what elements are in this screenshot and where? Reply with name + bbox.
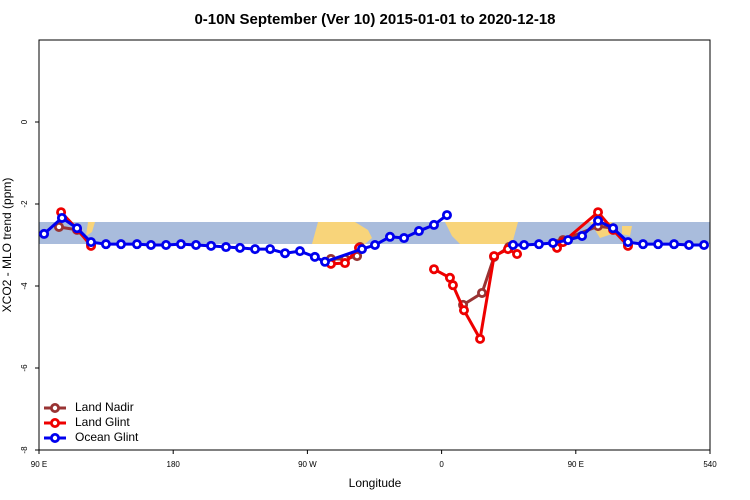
data-point bbox=[593, 215, 604, 226]
data-point bbox=[369, 239, 380, 250]
x-tick-label: 90 W bbox=[298, 460, 317, 469]
data-point bbox=[475, 333, 486, 344]
x-axis-label: Longitude bbox=[349, 476, 402, 490]
data-point bbox=[622, 237, 633, 248]
data-point bbox=[145, 239, 156, 250]
data-point bbox=[593, 207, 604, 218]
data-point bbox=[280, 248, 291, 259]
data-point bbox=[385, 231, 396, 242]
data-point bbox=[577, 230, 588, 241]
x-tick-label: 90 E bbox=[31, 460, 47, 469]
data-point bbox=[356, 244, 367, 255]
data-point bbox=[413, 226, 424, 237]
data-point bbox=[458, 305, 469, 316]
data-point bbox=[56, 212, 67, 223]
plot-frame bbox=[38, 39, 711, 451]
data-point bbox=[653, 239, 664, 250]
data-point bbox=[161, 239, 172, 250]
x-tick-label: 90 E bbox=[568, 460, 584, 469]
legend-label: Land Glint bbox=[75, 415, 130, 429]
data-point bbox=[294, 246, 305, 257]
data-point bbox=[39, 228, 50, 239]
data-point bbox=[116, 239, 127, 250]
data-point bbox=[53, 221, 64, 232]
legend-marker bbox=[50, 417, 61, 428]
y-tick-label: -2 bbox=[20, 200, 29, 208]
data-point bbox=[447, 280, 458, 291]
data-point bbox=[339, 258, 350, 269]
chart-title: 0-10N September (Ver 10) 2015-01-01 to 2… bbox=[194, 11, 555, 28]
data-point bbox=[220, 242, 231, 253]
data-point bbox=[489, 251, 500, 262]
data-point bbox=[86, 237, 97, 248]
y-tick-label: -6 bbox=[20, 364, 29, 372]
data-point bbox=[72, 223, 83, 234]
data-point bbox=[638, 239, 649, 250]
data-point bbox=[100, 239, 111, 250]
data-point bbox=[699, 239, 710, 250]
data-point bbox=[319, 256, 330, 267]
data-point bbox=[533, 239, 544, 250]
legend-marker bbox=[50, 432, 61, 443]
map-band bbox=[39, 222, 710, 244]
data-point bbox=[131, 239, 142, 250]
data-point bbox=[441, 210, 452, 221]
data-point bbox=[563, 235, 574, 246]
data-point bbox=[428, 219, 439, 230]
series-line bbox=[433, 247, 518, 344]
x-tick-label: 540 bbox=[703, 460, 717, 469]
y-axis-label: XCO2 - MLO trend (ppm) bbox=[0, 178, 14, 313]
data-point bbox=[608, 223, 619, 234]
y-tick-label: -4 bbox=[20, 282, 29, 290]
data-point bbox=[477, 287, 488, 298]
data-point bbox=[191, 239, 202, 250]
legend-marker bbox=[50, 402, 61, 413]
data-point bbox=[250, 244, 261, 255]
data-point bbox=[428, 264, 439, 275]
y-tick-label: 0 bbox=[20, 119, 29, 124]
data-point bbox=[175, 239, 186, 250]
data-point bbox=[265, 244, 276, 255]
data-point bbox=[683, 239, 694, 250]
data-point bbox=[309, 251, 320, 262]
data-point bbox=[547, 237, 558, 248]
legend-label: Land Nadir bbox=[75, 400, 134, 414]
data-point bbox=[508, 239, 519, 250]
x-tick-label: 0 bbox=[439, 460, 444, 469]
data-point bbox=[519, 239, 530, 250]
data-point bbox=[235, 242, 246, 253]
data-point bbox=[206, 240, 217, 251]
y-tick-label: -8 bbox=[20, 446, 29, 454]
data-point bbox=[669, 239, 680, 250]
data-point bbox=[512, 249, 523, 260]
legend-label: Ocean Glint bbox=[75, 430, 139, 444]
data-point bbox=[399, 233, 410, 244]
x-tick-label: 180 bbox=[167, 460, 181, 469]
